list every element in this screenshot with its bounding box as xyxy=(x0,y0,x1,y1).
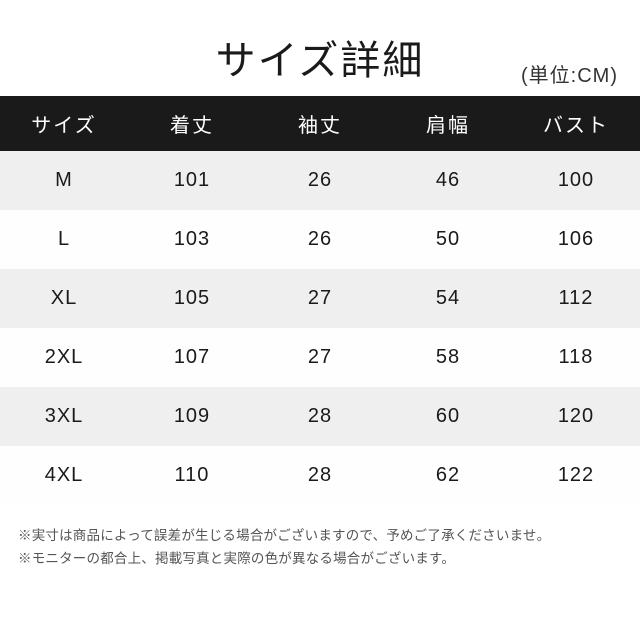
cell: 54 xyxy=(384,269,512,328)
cell: L xyxy=(0,210,128,269)
table-row: 2XL 107 27 58 118 xyxy=(0,328,640,387)
cell: 110 xyxy=(128,446,256,505)
cell: 3XL xyxy=(0,387,128,446)
col-sleeve: 袖丈 xyxy=(256,96,384,151)
cell: 26 xyxy=(256,210,384,269)
cell: 106 xyxy=(512,210,640,269)
cell: 112 xyxy=(512,269,640,328)
cell: 122 xyxy=(512,446,640,505)
table-row: XL 105 27 54 112 xyxy=(0,269,640,328)
notes-section: ※実寸は商品によって誤差が生じる場合がございますので、予めご了承くださいませ。 … xyxy=(0,513,640,583)
cell: M xyxy=(0,151,128,210)
table-header-row: サイズ 着丈 袖丈 肩幅 バスト xyxy=(0,96,640,151)
cell: 26 xyxy=(256,151,384,210)
col-size: サイズ xyxy=(0,96,128,151)
cell: 118 xyxy=(512,328,640,387)
table-row: M 101 26 46 100 xyxy=(0,151,640,210)
cell: 107 xyxy=(128,328,256,387)
cell: XL xyxy=(0,269,128,328)
cell: 58 xyxy=(384,328,512,387)
table-row: 4XL 110 28 62 122 xyxy=(0,446,640,505)
cell: 27 xyxy=(256,328,384,387)
note-line: ※モニターの都合上、掲載写真と実際の色が異なる場合がございます。 xyxy=(18,548,622,571)
cell: 62 xyxy=(384,446,512,505)
cell: 60 xyxy=(384,387,512,446)
cell: 46 xyxy=(384,151,512,210)
col-bust: バスト xyxy=(512,96,640,151)
cell: 103 xyxy=(128,210,256,269)
unit-label: (単位:CM) xyxy=(521,59,618,88)
cell: 105 xyxy=(128,269,256,328)
col-length: 着丈 xyxy=(128,96,256,151)
cell: 2XL xyxy=(0,328,128,387)
cell: 28 xyxy=(256,387,384,446)
table-row: 3XL 109 28 60 120 xyxy=(0,387,640,446)
size-table: サイズ 着丈 袖丈 肩幅 バスト M 101 26 46 100 L 103 2… xyxy=(0,96,640,505)
cell: 100 xyxy=(512,151,640,210)
cell: 101 xyxy=(128,151,256,210)
cell: 120 xyxy=(512,387,640,446)
cell: 27 xyxy=(256,269,384,328)
col-shoulder: 肩幅 xyxy=(384,96,512,151)
note-line: ※実寸は商品によって誤差が生じる場合がございますので、予めご了承くださいませ。 xyxy=(18,525,622,548)
size-chart-page: サイズ詳細 (単位:CM) サイズ 着丈 袖丈 肩幅 バスト M 101 26 … xyxy=(0,0,640,583)
cell: 28 xyxy=(256,446,384,505)
cell: 109 xyxy=(128,387,256,446)
cell: 4XL xyxy=(0,446,128,505)
table-row: L 103 26 50 106 xyxy=(0,210,640,269)
cell: 50 xyxy=(384,210,512,269)
title-section: サイズ詳細 (単位:CM) xyxy=(0,0,640,96)
